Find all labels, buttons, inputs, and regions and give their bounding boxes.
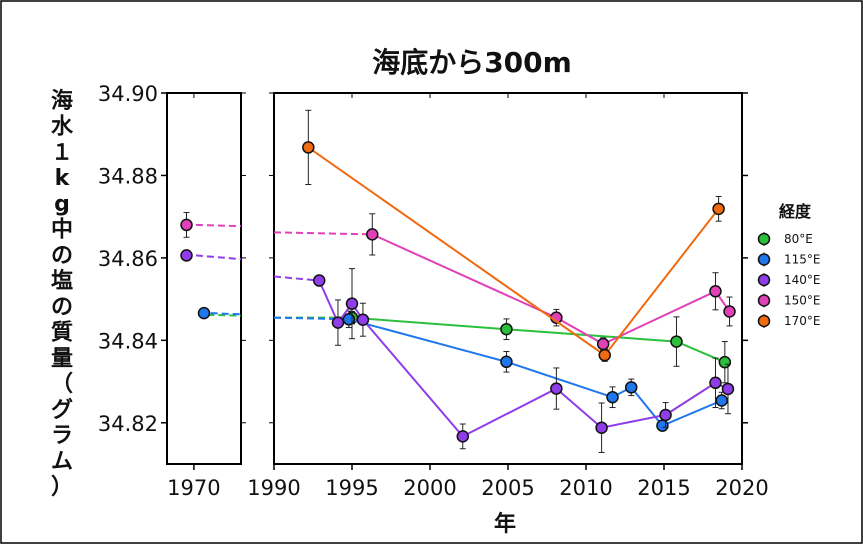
plot-panels: 34.82 34.84 34.86 34.88 34.90 1970 1990 1995 200… bbox=[98, 82, 769, 500]
dashed-extension bbox=[273, 275, 320, 282]
dashed-extension bbox=[273, 316, 349, 321]
dashed-connector bbox=[195, 223, 242, 228]
legend-marker bbox=[757, 253, 771, 266]
y-axis-label-char: 海 bbox=[51, 88, 73, 114]
data-point bbox=[624, 381, 638, 394]
left-panel-frame bbox=[166, 92, 242, 465]
data-point bbox=[659, 408, 672, 422]
data-point bbox=[709, 376, 722, 390]
data-point bbox=[595, 421, 608, 434]
data-point bbox=[715, 394, 728, 407]
data-point bbox=[180, 249, 193, 262]
data-point bbox=[180, 218, 193, 232]
data-point bbox=[302, 141, 315, 154]
x-tick-label: 1970 bbox=[167, 476, 220, 500]
legend-label: 80°E bbox=[784, 232, 813, 246]
x-tick-label: 1995 bbox=[325, 476, 378, 500]
series-line bbox=[348, 318, 723, 427]
series-line bbox=[351, 316, 726, 364]
legend-label: 170°E bbox=[784, 314, 821, 328]
data-point bbox=[366, 228, 379, 241]
x-tick-label: 2015 bbox=[637, 476, 690, 500]
chart-title: 海底から300m bbox=[372, 46, 572, 79]
legend-label: 115°E bbox=[784, 253, 821, 267]
data-point bbox=[723, 305, 736, 318]
data-point bbox=[598, 348, 611, 362]
y-axis-label-char: ） bbox=[51, 475, 73, 500]
legend-label: 150°E bbox=[784, 294, 821, 308]
y-axis-label-char: 中 bbox=[51, 218, 73, 243]
y-axis-label-char: 量 bbox=[51, 346, 73, 371]
x-tick-label: 2010 bbox=[559, 476, 612, 500]
y-axis-label-char: k bbox=[55, 166, 71, 191]
x-tick-label: 2020 bbox=[715, 476, 768, 500]
y-axis-label-char: 水 bbox=[51, 115, 74, 140]
y-tick-label: 34.84 bbox=[98, 329, 158, 353]
data-point bbox=[721, 382, 735, 396]
y-tick-label: 34.86 bbox=[98, 247, 158, 271]
data-point bbox=[718, 355, 732, 369]
data-point bbox=[500, 322, 513, 336]
legend-marker bbox=[757, 232, 771, 246]
legend-marker bbox=[757, 273, 771, 287]
y-axis-label-char: の bbox=[51, 295, 73, 320]
x-tick-label: 2005 bbox=[481, 476, 534, 500]
y-axis-label-char: （ bbox=[51, 372, 73, 397]
y-tick-label: 34.88 bbox=[98, 164, 158, 188]
legend-marker bbox=[757, 314, 771, 328]
y-axis-label-char: の bbox=[51, 243, 73, 268]
series-140E bbox=[180, 249, 735, 453]
y-axis-label-char: g bbox=[54, 192, 70, 217]
x-axis-label: 年 bbox=[494, 511, 516, 537]
y-axis-label-char: 質 bbox=[51, 321, 73, 346]
data-point bbox=[500, 355, 513, 369]
data-point bbox=[456, 430, 470, 443]
y-axis-label-char: ラ bbox=[51, 424, 73, 449]
data-point bbox=[345, 297, 359, 310]
y-axis-label-char: １ bbox=[51, 140, 73, 165]
data-point bbox=[709, 285, 722, 298]
dashed-extension bbox=[273, 231, 373, 236]
data-point bbox=[670, 335, 683, 348]
series-line bbox=[318, 280, 729, 438]
y-axis-label-char: グ bbox=[51, 397, 73, 423]
data-point bbox=[606, 390, 619, 404]
data-point bbox=[356, 313, 370, 326]
legend-marker bbox=[757, 294, 771, 307]
legend-title: 経度 bbox=[779, 202, 812, 221]
dashed-connector bbox=[207, 313, 242, 317]
series-170E bbox=[302, 109, 725, 362]
y-axis-label-char: 塩 bbox=[51, 268, 73, 294]
data-point bbox=[331, 316, 345, 329]
y-tick-label: 34.90 bbox=[98, 82, 158, 106]
series-150E bbox=[180, 212, 736, 351]
data-point bbox=[312, 274, 326, 287]
data-point bbox=[342, 313, 356, 326]
x-tick-label: 2000 bbox=[403, 476, 456, 500]
x-tick-label: 1990 bbox=[247, 476, 300, 500]
data-point bbox=[596, 337, 610, 351]
dashed-connector bbox=[210, 312, 242, 316]
data-point bbox=[197, 306, 211, 320]
data-point bbox=[550, 382, 563, 395]
y-tick-label: 34.82 bbox=[98, 412, 158, 436]
data-point bbox=[712, 202, 725, 216]
y-axis-label-char: ム bbox=[51, 449, 73, 474]
legend: 経度 80°E 115°E 140°E 150°E 170°E bbox=[757, 202, 821, 328]
data-point bbox=[656, 419, 669, 432]
dashed-connector bbox=[195, 254, 242, 261]
legend-label: 140°E bbox=[784, 273, 821, 287]
